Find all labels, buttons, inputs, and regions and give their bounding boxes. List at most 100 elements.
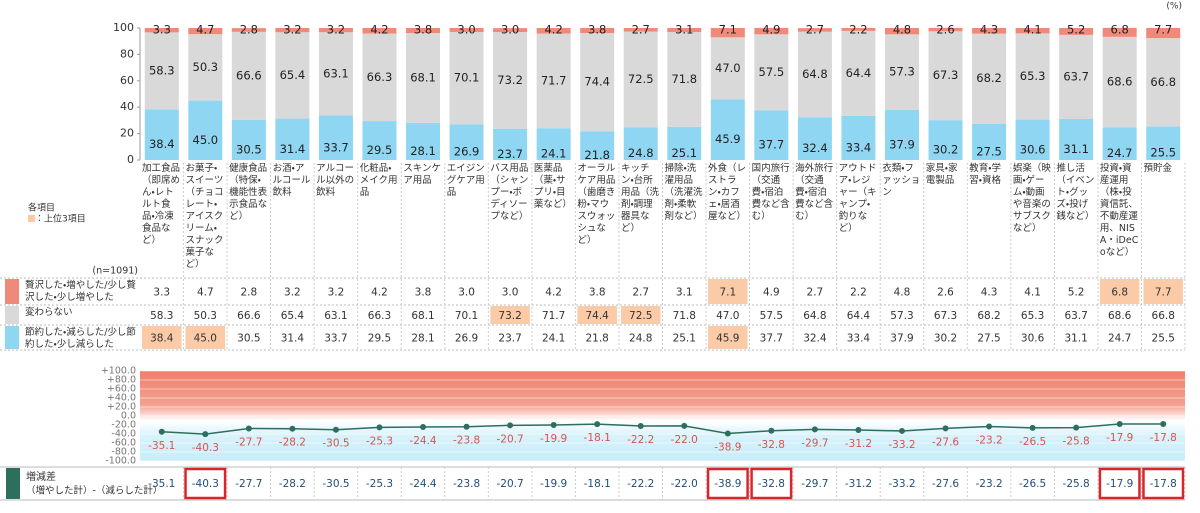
table-value: 66.8 xyxy=(1152,310,1175,322)
diff-table-value: -29.7 xyxy=(801,478,828,490)
table-value: 24.1 xyxy=(542,333,565,345)
bar-value-label: 58.3 xyxy=(149,63,175,77)
bar-segment xyxy=(580,33,615,132)
bar-value-label: 71.8 xyxy=(671,72,697,86)
table-value: 3.8 xyxy=(589,287,606,299)
unit-label: (%) xyxy=(1166,2,1182,12)
bar-segment xyxy=(884,28,919,35)
bar-segment xyxy=(623,28,658,32)
category-label: オーラルケア用品（歯磨き粉・マウスウォッシュなど） xyxy=(577,163,616,246)
bar-segment xyxy=(406,28,441,34)
highlight-cell xyxy=(620,306,661,324)
bar-value-label: 38.4 xyxy=(149,137,175,151)
y-tick-label: -40.0 xyxy=(111,429,136,440)
bar-value-label: 72.5 xyxy=(628,72,654,86)
bar-value-label: 4.2 xyxy=(370,23,388,37)
bar-value-label: 31.4 xyxy=(280,142,306,156)
bar-value-label: 57.5 xyxy=(759,65,785,79)
category-label: お菓子・スイーツ（チョコレート・アイスクリーム・スナック菓子など） xyxy=(185,163,224,270)
bar-segment xyxy=(188,28,223,35)
bar-segment xyxy=(1102,36,1137,128)
bar-value-label: 7.7 xyxy=(1154,23,1172,37)
bar-value-label: 37.7 xyxy=(759,138,785,152)
bar-segment xyxy=(1015,33,1050,120)
diff-value-label: -40.3 xyxy=(192,442,219,454)
bar-segment xyxy=(928,120,963,160)
diff-table-value: -19.9 xyxy=(540,478,567,490)
bar-segment xyxy=(972,33,1007,124)
diff-table-value: -33.2 xyxy=(888,478,915,490)
bar-value-label: 3.3 xyxy=(153,23,171,37)
bar-segment xyxy=(318,32,353,116)
bar-segment xyxy=(493,32,528,129)
bar-value-label: 33.4 xyxy=(846,140,872,154)
bar-segment xyxy=(1102,27,1137,37)
bar-value-label: 2.7 xyxy=(632,23,650,37)
diff-point xyxy=(1029,424,1036,431)
table-value: 27.5 xyxy=(977,333,1000,345)
category-label: 衣類・ファッション xyxy=(882,163,921,198)
diff-table-value: -26.5 xyxy=(1019,478,1046,490)
bar-segment xyxy=(667,28,702,33)
diff-point xyxy=(202,431,209,438)
table-value: 3.0 xyxy=(458,287,475,299)
bar-segment xyxy=(406,33,441,123)
bar-value-label: 30.5 xyxy=(236,142,262,156)
bar-segment xyxy=(536,33,571,129)
table-value: 4.7 xyxy=(197,287,214,299)
diff-point xyxy=(637,422,644,429)
bar-segment xyxy=(928,27,963,32)
diff-table-value: -32.8 xyxy=(758,478,785,490)
diff-value-label: -31.2 xyxy=(845,438,872,450)
bar-segment xyxy=(493,28,528,33)
table-value: 32.4 xyxy=(803,333,827,345)
bar-segment xyxy=(188,34,223,101)
row-swatch xyxy=(5,279,19,304)
table-value: 7.1 xyxy=(719,287,736,299)
bar-value-label: 28.1 xyxy=(410,144,436,158)
table-value: 65.3 xyxy=(1021,310,1044,322)
bar-segment xyxy=(144,28,179,33)
bar-value-label: 73.2 xyxy=(497,73,523,87)
diff-value-label: -23.8 xyxy=(453,435,480,447)
diff-value-label: -26.5 xyxy=(1019,436,1046,448)
table-value: 30.2 xyxy=(934,333,957,345)
bar-segment xyxy=(449,28,484,32)
bar-segment xyxy=(1059,118,1094,160)
table-value: 5.2 xyxy=(1068,287,1085,299)
diff-table-value: -25.8 xyxy=(1063,478,1090,490)
bar-segment xyxy=(972,28,1007,34)
bar-segment xyxy=(449,31,484,125)
diff-value-label: -17.8 xyxy=(1150,432,1177,444)
table-value: 3.0 xyxy=(502,287,519,299)
bar-value-label: 3.8 xyxy=(588,23,606,37)
bar-value-label: 27.5 xyxy=(976,144,1002,158)
bar-segment xyxy=(362,121,397,160)
table-value: 2.2 xyxy=(850,287,867,299)
category-label: 国内旅行（交通費・宿泊費など含む） xyxy=(751,163,790,222)
diff-point xyxy=(768,427,775,434)
highlight-cell xyxy=(1099,279,1140,304)
table-value: 67.3 xyxy=(934,310,957,322)
bar-value-label: 24.8 xyxy=(628,146,654,160)
bar-segment xyxy=(536,128,571,160)
bar-value-label: 64.8 xyxy=(802,67,828,81)
diff-point xyxy=(681,422,688,429)
category-label: 健康食品（特保・機能性表示食品など） xyxy=(229,163,268,222)
diff-table-value: -40.3 xyxy=(192,478,219,490)
highlight-cell xyxy=(142,326,182,349)
bar-value-label: 3.1 xyxy=(675,23,693,37)
diff-table-value: -24.4 xyxy=(409,478,436,490)
table-value: 57.5 xyxy=(760,310,783,322)
diff-point xyxy=(158,428,165,435)
bar-segment xyxy=(275,118,310,160)
bar-value-label: 63.7 xyxy=(1063,69,1089,83)
bar-value-label: 68.2 xyxy=(976,71,1002,85)
table-value: 30.6 xyxy=(1021,333,1045,345)
bar-segment xyxy=(231,31,266,120)
bar-segment xyxy=(710,28,745,38)
table-value: 63.1 xyxy=(324,310,347,322)
bar-value-label: 66.6 xyxy=(236,68,262,82)
table-value: 2.7 xyxy=(632,287,649,299)
bar-segment xyxy=(841,28,876,31)
